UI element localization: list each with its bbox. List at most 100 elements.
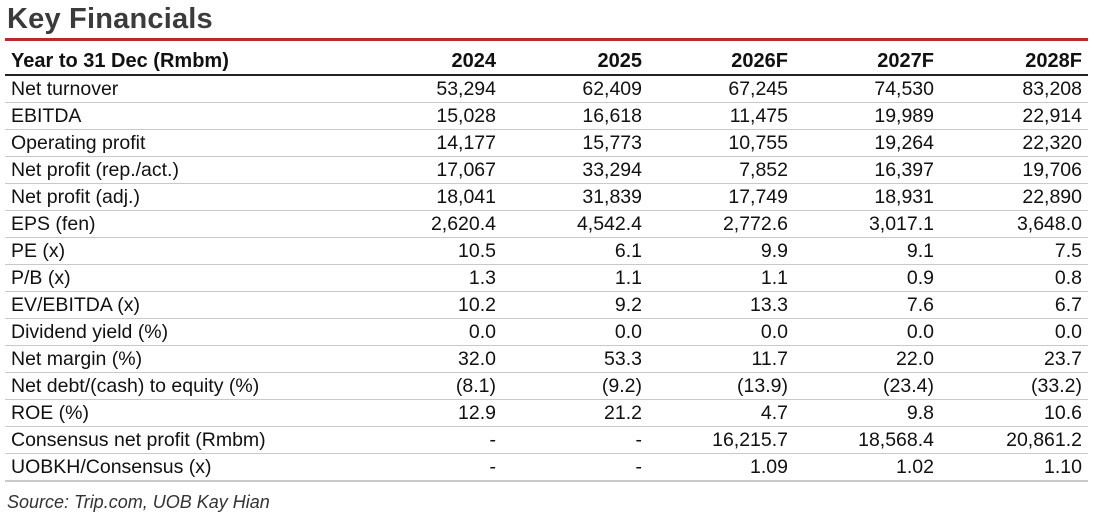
table-cell: 18,041 [375,183,502,211]
table-cell: 7.5 [940,237,1088,265]
table-cell: 16,215.7 [648,426,794,454]
table-row: Operating profit 14,177 15,773 10,755 19,264… [5,129,1088,157]
row-label: Dividend yield (%) [5,318,375,346]
table-row: Net profit (adj.) 18,041 31,839 17,749 18,93… [5,183,1088,211]
table-cell: (8.1) [375,372,502,400]
table-cell: 0.0 [375,318,502,346]
table-cell: 2,772.6 [648,210,794,238]
table-cell: 15,028 [375,102,502,130]
table-cell: 1.02 [794,453,940,482]
row-label: EV/EBITDA (x) [5,291,375,319]
row-label: Net profit (rep./act.) [5,156,375,184]
table-cell: - [502,426,648,454]
table-row: P/B (x) 1.3 1.1 1.1 0.9 0.8 [5,264,1088,292]
table-cell: 7,852 [648,156,794,184]
table-cell: 7.6 [794,291,940,319]
table-row: EPS (fen) 2,620.4 4,542.4 2,772.6 3,017.1 3,6… [5,210,1088,238]
table-cell: 4,542.4 [502,210,648,238]
table-row: Dividend yield (%) 0.0 0.0 0.0 0.0 0.0 [5,318,1088,346]
table-cell: 0.0 [940,318,1088,346]
table-row: Consensus net profit (Rmbm) - -16,215.7 18,… [5,426,1088,454]
table-cell: 16,397 [794,156,940,184]
table-cell: 19,706 [940,156,1088,184]
row-label: Operating profit [5,129,375,157]
table-cell: 62,409 [502,75,648,103]
table-cell: 17,749 [648,183,794,211]
table-row: ROE (%) 12.9 21.2 4.7 9.8 10.6 [5,399,1088,427]
row-label: EBITDA [5,102,375,130]
table-header-row: Year to 31 Dec (Rmbm) 2024 2025 2026F 20… [5,47,1088,76]
table-cell: 3,648.0 [940,210,1088,238]
table-row: EBITDA 15,028 16,618 11,475 19,989 22,914 [5,102,1088,130]
table-cell: (23.4) [794,372,940,400]
column-header: 2024 [375,47,502,76]
table-cell: 53,294 [375,75,502,103]
table-row: EV/EBITDA (x) 10.2 9.2 13.3 7.6 6.7 [5,291,1088,319]
table-cell: 18,568.4 [794,426,940,454]
table-cell: 10.6 [940,399,1088,427]
title-divider [5,38,1088,41]
row-label: EPS (fen) [5,210,375,238]
row-label: Net debt/(cash) to equity (%) [5,372,375,400]
row-label: Net turnover [5,75,375,103]
table-cell: 10.2 [375,291,502,319]
row-label: Net profit (adj.) [5,183,375,211]
column-header: 2026F [648,47,794,76]
table-cell: - [375,453,502,482]
table-cell: 3,017.1 [794,210,940,238]
table-cell: 53.3 [502,345,648,373]
table-cell: - [502,453,648,482]
table-cell: 23.7 [940,345,1088,373]
table-cell: 83,208 [940,75,1088,103]
table-cell: 22,914 [940,102,1088,130]
table-cell: 9.2 [502,291,648,319]
table-cell: 10,755 [648,129,794,157]
table-cell: 12.9 [375,399,502,427]
table-row: Net turnover 53,294 62,409 67,245 74,530 83,2… [5,75,1088,103]
table-cell: 11.7 [648,345,794,373]
row-label: Consensus net profit (Rmbm) [5,426,375,454]
table-cell: 33,294 [502,156,648,184]
row-label: P/B (x) [5,264,375,292]
table-row: PE (x) 10.5 6.1 9.9 9.1 7.5 [5,237,1088,265]
table-cell: 1.3 [375,264,502,292]
table-cell: 1.10 [940,453,1088,482]
table-cell: 6.7 [940,291,1088,319]
table-cell: 18,931 [794,183,940,211]
row-label: ROE (%) [5,399,375,427]
table-cell: 11,475 [648,102,794,130]
column-header: 2027F [794,47,940,76]
table-cell: 17,067 [375,156,502,184]
table-cell: 1.1 [648,264,794,292]
table-cell: 32.0 [375,345,502,373]
table-cell: (13.9) [648,372,794,400]
table-cell: 9.8 [794,399,940,427]
table-row: Net margin (%) 32.0 53.3 11.7 22.0 23.7 [5,345,1088,373]
column-header: 2028F [940,47,1088,76]
table-cell: 22,890 [940,183,1088,211]
table-cell: 21.2 [502,399,648,427]
table-cell: 9.9 [648,237,794,265]
table-cell: (33.2) [940,372,1088,400]
table-cell: 0.0 [794,318,940,346]
table-cell: 0.0 [502,318,648,346]
table-cell: 19,264 [794,129,940,157]
row-label: Net margin (%) [5,345,375,373]
row-label: PE (x) [5,237,375,265]
table-cell: 19,989 [794,102,940,130]
table-cell: 16,618 [502,102,648,130]
table-cell: 14,177 [375,129,502,157]
row-label: UOBKH/Consensus (x) [5,453,375,482]
table-cell: 0.8 [940,264,1088,292]
table-row: Net debt/(cash) to equity (%) (8.1) (9.2)(… [5,372,1088,400]
table-cell: 67,245 [648,75,794,103]
table-cell: 0.9 [794,264,940,292]
table-cell: 13.3 [648,291,794,319]
table-cell: 31,839 [502,183,648,211]
table-cell: 74,530 [794,75,940,103]
table-cell: 0.0 [648,318,794,346]
table-cell: (9.2) [502,372,648,400]
source-note: Source: Trip.com, UOB Kay Hian [7,492,270,512]
table-body: Net turnover 53,294 62,409 67,245 74,530 83,2… [5,75,1088,482]
column-header: Year to 31 Dec (Rmbm) [5,47,375,76]
